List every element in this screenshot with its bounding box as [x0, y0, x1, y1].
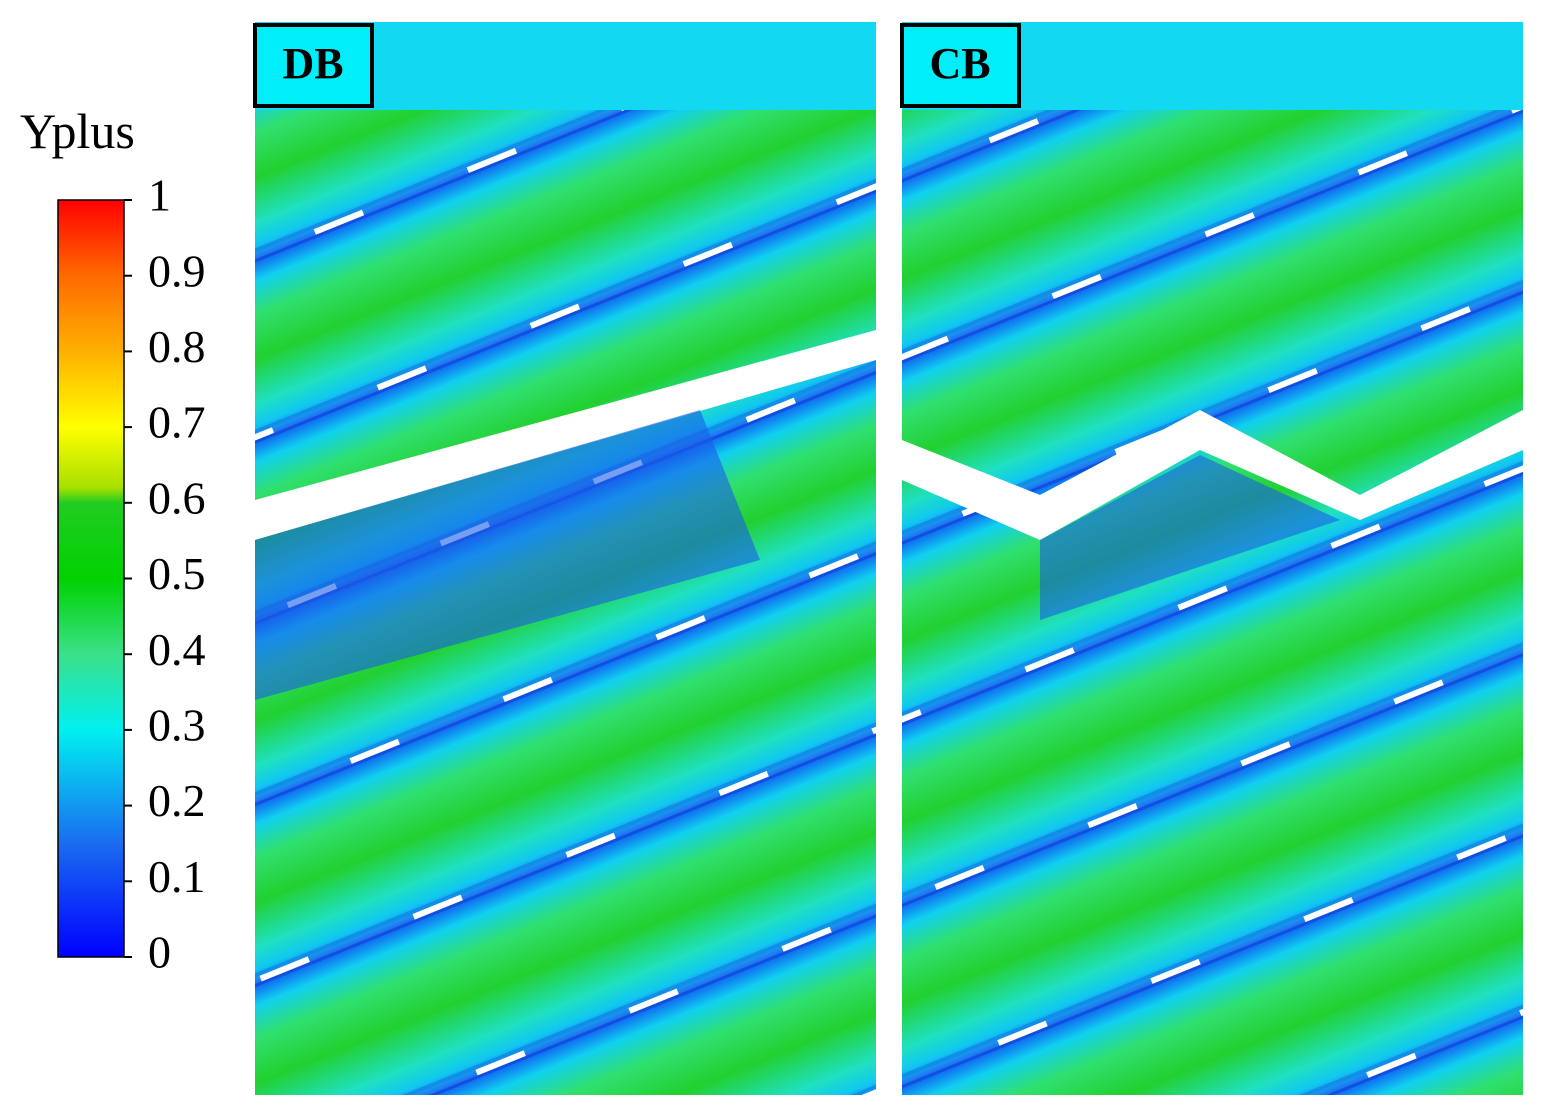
tick-label: 0.8 [148, 321, 206, 372]
tick-label: 1 [148, 170, 171, 221]
label-box [900, 23, 1021, 108]
colorbar [57, 199, 125, 958]
panel-label: CB [929, 39, 990, 88]
panel-label: DB [282, 39, 343, 88]
tick-label: 0.3 [148, 699, 206, 750]
label-box [253, 23, 374, 108]
tick-label: 0 [148, 927, 171, 978]
tick-label: 0.6 [148, 472, 206, 523]
panel-db [255, 22, 876, 1095]
tick-label: 0.4 [148, 624, 206, 675]
tick-label: 0.2 [148, 775, 206, 826]
tick-label: 0.5 [148, 548, 206, 599]
tick-label: 0.1 [148, 851, 206, 902]
colorbar-title: Yplus [20, 103, 135, 159]
tick-label: 0.7 [148, 397, 206, 448]
tick-label: 0.9 [148, 245, 206, 296]
panel-cb [902, 22, 1523, 1095]
